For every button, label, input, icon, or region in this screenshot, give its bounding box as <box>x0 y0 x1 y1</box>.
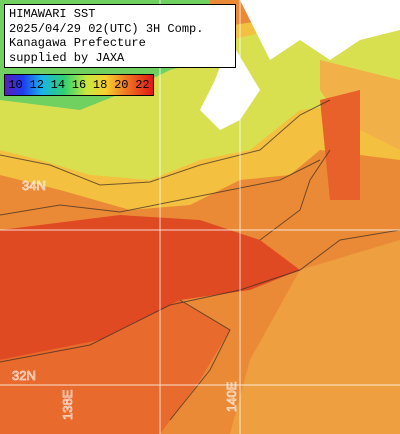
legend-label: 12 <box>29 78 44 92</box>
cool-zone <box>0 0 400 180</box>
kuroshio <box>320 90 360 200</box>
land <box>200 40 260 130</box>
header-line: HIMAWARI SST <box>9 7 96 21</box>
legend-label: 20 <box>114 78 129 92</box>
legend: 10 12 14 16 18 20 22 <box>4 74 154 96</box>
lat-label: 34N <box>22 178 46 193</box>
header-line: 2025/04/29 02(UTC) 3H Comp. <box>9 21 204 36</box>
lon-label: 138E <box>60 389 75 420</box>
land <box>240 0 400 60</box>
sea <box>0 300 230 434</box>
kuroshio <box>0 215 300 360</box>
legend-label: 10 <box>8 78 23 92</box>
legend-label: 18 <box>92 78 108 92</box>
legend-label: 16 <box>71 78 87 92</box>
header: HIMAWARI SST 2025/04/29 02(UTC) 3H Comp.… <box>4 4 236 68</box>
legend-label: 22 <box>135 78 150 92</box>
header-line: Kanagawa Prefecture <box>9 36 146 50</box>
lat-label: 32N <box>12 368 36 383</box>
lon-label: 140E <box>224 381 239 412</box>
legend-label: 14 <box>50 78 66 92</box>
header-line: supplied by JAXA <box>9 50 125 65</box>
